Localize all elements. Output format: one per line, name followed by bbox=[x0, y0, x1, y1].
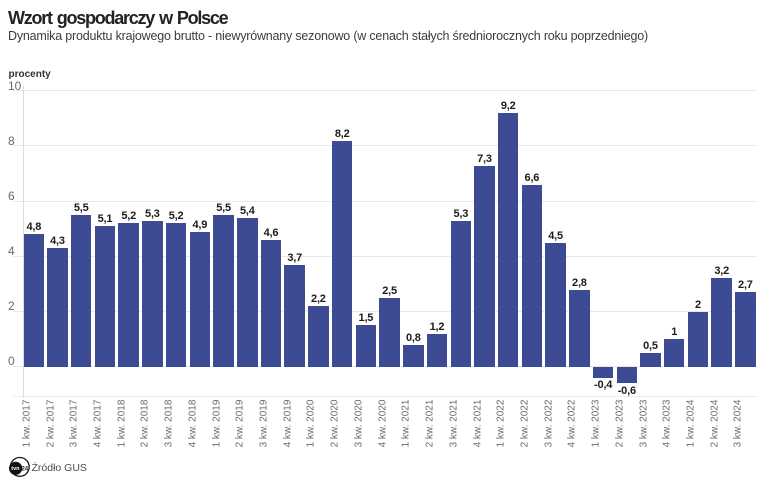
svg-text:24: 24 bbox=[21, 466, 28, 472]
svg-text:tvn: tvn bbox=[11, 466, 20, 472]
